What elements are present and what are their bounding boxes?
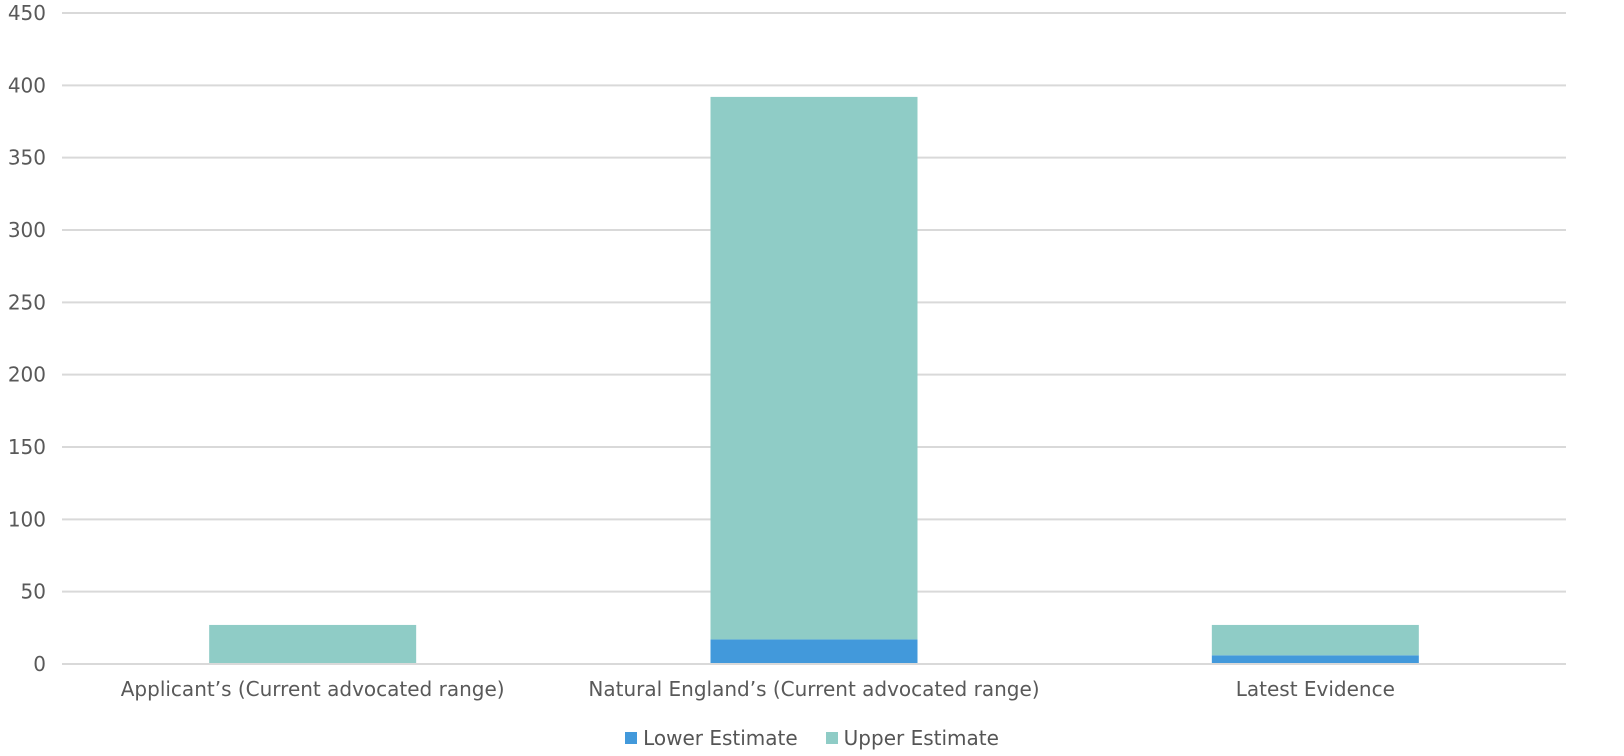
x-axis-tick-labels: Applicant’s (Current advocated range) Nat… (121, 677, 1395, 701)
x-tick-label: Natural England’s (Current advocated ran… (588, 677, 1039, 701)
y-tick-label: 300 (8, 218, 46, 242)
y-tick-label: 250 (8, 290, 46, 314)
legend-swatch-lower-estimate (625, 732, 638, 744)
y-tick-label: 400 (8, 73, 46, 97)
y-tick-label: 350 (8, 146, 46, 170)
y-tick-label: 50 (21, 580, 46, 604)
y-tick-label: 100 (8, 507, 46, 531)
legend-swatch-upper-estimate (825, 732, 838, 744)
bar-upper-estimate (1211, 624, 1419, 656)
y-tick-label: 200 (8, 363, 46, 387)
y-tick-label: 150 (8, 435, 46, 459)
y-tick-label: 0 (33, 652, 46, 676)
chart-legend: Lower Estimate Upper Estimate (0, 726, 1624, 750)
bar-lower-estimate (1211, 655, 1419, 664)
bar-lower-estimate (710, 639, 918, 664)
legend-item-upper-estimate: Upper Estimate (825, 726, 999, 750)
x-tick-label: Latest Evidence (1236, 677, 1395, 701)
legend-label-upper-estimate: Upper Estimate (843, 726, 999, 750)
y-tick-label: 450 (8, 1, 46, 25)
legend-item-lower-estimate: Lower Estimate (625, 726, 798, 750)
bars (209, 96, 1419, 664)
bar-upper-estimate (710, 96, 918, 640)
legend-label-lower-estimate: Lower Estimate (643, 726, 798, 750)
x-tick-label: Applicant’s (Current advocated range) (121, 677, 505, 701)
y-axis-tick-labels: 0 50 100 150 200 250 300 350 400 450 (8, 1, 46, 676)
bar-upper-estimate (209, 624, 417, 664)
